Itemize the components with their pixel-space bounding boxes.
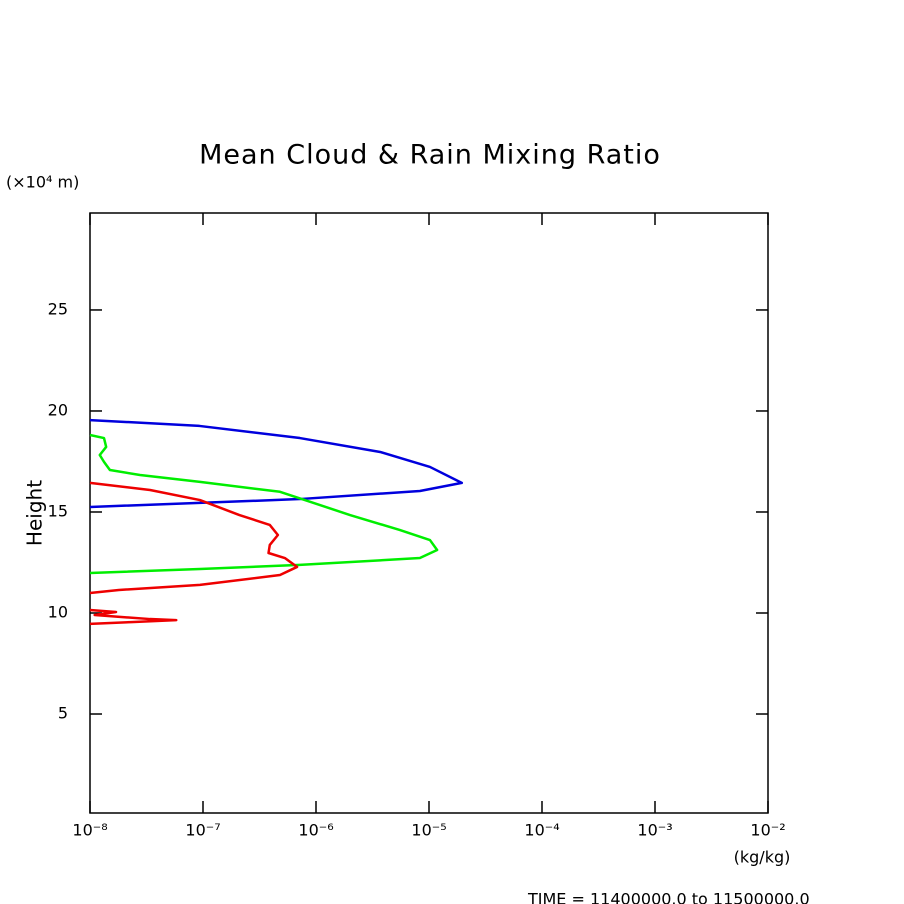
y-tick-label: 25	[48, 299, 68, 318]
footer: TIME = 11400000.0 to 11500000.0	[527, 890, 810, 904]
x-unit: (kg/kg)	[734, 848, 791, 867]
series-line	[89, 433, 439, 575]
chart-title: Mean Cloud & Rain Mixing Ratio	[199, 140, 661, 171]
y-unit: (×10⁴ m)	[6, 173, 79, 192]
x-tick-label: 10⁻⁶	[298, 821, 333, 840]
x-tick-label: 10⁻⁸	[72, 821, 107, 840]
x-tick-label: 10⁻⁷	[185, 821, 220, 840]
series-line	[89, 418, 464, 509]
y-tick-label: 15	[48, 501, 68, 520]
x-tick-label: 10⁻²	[750, 821, 785, 840]
x-tick-label: 10⁻³	[637, 821, 672, 840]
y-tick-label: 10	[48, 603, 68, 622]
plot-frame	[89, 212, 769, 814]
x-tick-label: 10⁻⁴	[524, 821, 559, 840]
series-line	[89, 481, 299, 626]
y-tick-label: 5	[58, 704, 68, 723]
x-tick-label: 10⁻⁵	[411, 821, 446, 840]
y-axis-label: Height	[23, 480, 47, 546]
y-tick-label: 20	[48, 400, 68, 419]
